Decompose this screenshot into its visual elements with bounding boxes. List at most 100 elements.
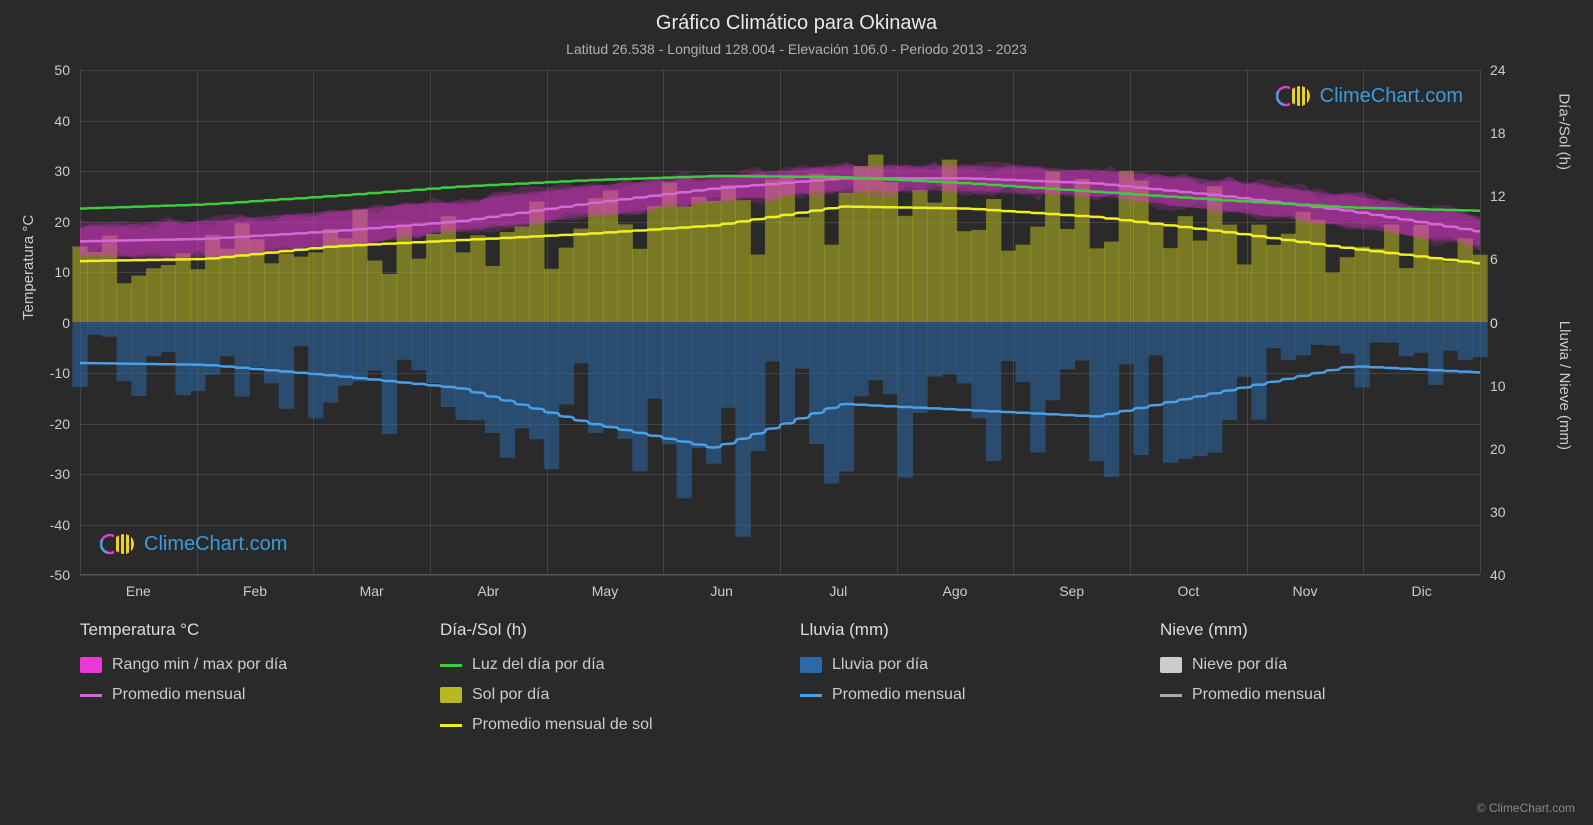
legend-swatch-icon xyxy=(800,657,822,673)
sun-bar xyxy=(485,266,500,322)
sun-bar xyxy=(514,227,529,322)
rain-bar xyxy=(1207,322,1222,453)
sun-bar xyxy=(1104,242,1119,322)
sun-bar xyxy=(131,276,146,322)
sun-bar xyxy=(618,224,633,322)
rain-bar xyxy=(352,322,367,381)
sun-bar xyxy=(367,261,382,322)
rain-bar xyxy=(426,322,441,383)
sun-bar xyxy=(1369,249,1384,322)
right-top-tick-label: 6 xyxy=(1490,251,1498,267)
right-bottom-tick-label: 0 xyxy=(1490,315,1498,331)
sun-bar xyxy=(706,201,721,322)
legend-item-label: Lluvia por día xyxy=(832,656,928,674)
sun-bar xyxy=(1192,241,1207,322)
legend-item-label: Promedio mensual xyxy=(112,686,245,704)
rain-bar xyxy=(544,322,559,469)
month-label: Abr xyxy=(477,583,499,599)
sun-bar xyxy=(647,206,662,322)
rain-bar xyxy=(1237,322,1252,377)
legend-item: Promedio mensual xyxy=(80,686,400,704)
legend-item: Nieve por día xyxy=(1160,656,1480,674)
right-top-tick-label: 18 xyxy=(1490,125,1506,141)
rain-bar xyxy=(161,322,176,352)
legend-group: Temperatura °CRango min / max por díaPro… xyxy=(80,620,400,734)
rain-bar xyxy=(234,322,249,397)
legend-swatch-icon xyxy=(1160,657,1182,673)
rain-bar xyxy=(603,322,618,428)
legend: Temperatura °CRango min / max por díaPro… xyxy=(80,620,1480,734)
watermark-text: ClimeChart.com xyxy=(1320,85,1463,108)
rain-bar xyxy=(529,322,544,439)
rain-bar xyxy=(1163,322,1178,463)
sun-bar xyxy=(176,253,191,322)
legend-line-icon xyxy=(440,664,462,667)
rain-bar xyxy=(323,322,338,403)
rain-bar xyxy=(382,322,397,434)
rain-bar xyxy=(1178,322,1193,459)
rain-bar xyxy=(1399,322,1414,356)
left-tick-label: 0 xyxy=(62,315,70,331)
sun-bar xyxy=(721,185,736,322)
rain-bar xyxy=(971,322,986,418)
sun-bar xyxy=(1001,251,1016,322)
month-label: Sep xyxy=(1059,583,1084,599)
rain-bar xyxy=(1281,322,1296,360)
watermark-text: ClimeChart.com xyxy=(144,533,287,556)
month-label: Feb xyxy=(243,583,267,599)
right-axis-bottom-title: Lluvia / Nieve (mm) xyxy=(1556,321,1573,450)
rain-bar xyxy=(397,322,412,360)
rain-bar xyxy=(1296,322,1311,355)
rain-bar xyxy=(750,322,765,451)
rain-bar xyxy=(706,322,721,464)
rain-bar xyxy=(117,322,132,381)
rain-bar xyxy=(441,322,456,407)
sun-bar xyxy=(559,248,574,322)
rain-bar xyxy=(87,322,102,335)
sun-bar xyxy=(898,216,913,322)
rain-bar xyxy=(1030,322,1045,452)
rain-bar xyxy=(1104,322,1119,477)
rain-bar xyxy=(765,322,780,362)
month-label: Jun xyxy=(710,583,733,599)
sun-bar xyxy=(1428,259,1443,322)
rain-bar xyxy=(662,322,677,444)
legend-group: Día-/Sol (h)Luz del día por díaSol por d… xyxy=(440,620,760,734)
sun-bar xyxy=(279,254,294,322)
sun-bar xyxy=(1472,255,1487,322)
rain-bar xyxy=(1074,322,1089,361)
legend-item-label: Rango min / max por día xyxy=(112,656,287,674)
legend-swatch-icon xyxy=(440,687,462,703)
rain-bar xyxy=(1222,322,1237,420)
rain-bar xyxy=(264,322,279,383)
rain-bar xyxy=(573,322,588,363)
rain-bar xyxy=(839,322,854,471)
sun-bar xyxy=(1163,248,1178,322)
rain-bar xyxy=(647,322,662,399)
rain-bar xyxy=(1413,322,1428,353)
legend-item: Promedio mensual xyxy=(1160,686,1480,704)
month-label: Dic xyxy=(1412,583,1432,599)
rain-bar xyxy=(588,322,603,433)
logo-icon xyxy=(100,530,136,558)
right-top-tick-label: 24 xyxy=(1490,62,1506,78)
sun-bar xyxy=(308,252,323,322)
copyright: © ClimeChart.com xyxy=(1477,801,1575,815)
sun-bar xyxy=(1089,248,1104,322)
legend-item: Lluvia por día xyxy=(800,656,1120,674)
left-tick-label: 30 xyxy=(54,163,70,179)
sun-bar xyxy=(971,230,986,322)
sun-bar xyxy=(1016,245,1031,322)
left-tick-label: 40 xyxy=(54,113,70,129)
sun-bar xyxy=(470,235,485,322)
rain-bar xyxy=(308,322,323,418)
left-tick-label: -50 xyxy=(50,567,70,583)
legend-group-title: Día-/Sol (h) xyxy=(440,620,760,640)
rain-bar xyxy=(1266,322,1281,348)
month-label: Ene xyxy=(126,583,151,599)
rain-bar xyxy=(912,322,927,413)
left-tick-label: 10 xyxy=(54,264,70,280)
rain-bar xyxy=(559,322,574,404)
sun-bar xyxy=(87,252,102,322)
legend-line-icon xyxy=(1160,694,1182,697)
